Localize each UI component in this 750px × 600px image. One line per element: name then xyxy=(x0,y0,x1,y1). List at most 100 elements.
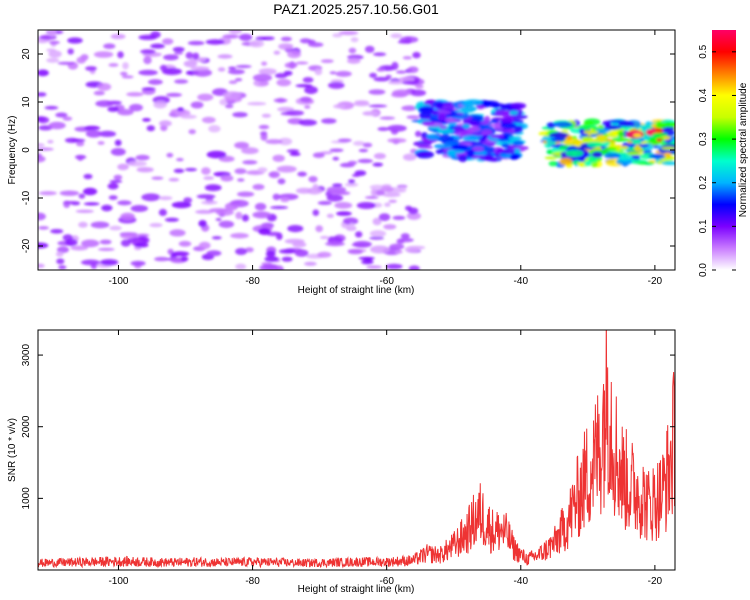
heatmap-cell xyxy=(99,239,112,245)
heatmap-cell xyxy=(336,211,352,216)
heatmap-cell xyxy=(81,259,100,266)
heatmap-cell xyxy=(509,110,519,115)
heatmap-cell xyxy=(299,96,312,103)
heatmap-cell xyxy=(150,43,165,49)
heatmap-cell xyxy=(388,199,397,203)
heatmap-cell xyxy=(380,186,394,192)
heatmap-cell xyxy=(317,201,332,205)
heatmap-cell xyxy=(162,38,174,45)
heatmap-cell xyxy=(114,139,122,146)
heatmap-cell xyxy=(138,69,158,76)
heatmap-cell xyxy=(504,147,516,155)
heatmap-cell xyxy=(553,121,573,128)
snr-series-line xyxy=(38,330,675,569)
heatmap-cell xyxy=(234,141,250,149)
snr-background xyxy=(38,330,675,570)
colorbar-tick-label: 0.3 xyxy=(698,132,709,146)
heatmap-cell xyxy=(329,148,344,153)
heatmap-cell xyxy=(478,155,494,161)
heatmap-cell xyxy=(312,209,320,216)
heatmap-cell xyxy=(98,247,115,251)
heatmap-cell xyxy=(280,197,290,203)
heatmap-cell xyxy=(117,200,132,206)
heatmap-cell xyxy=(278,249,297,254)
heatmap-cell xyxy=(276,165,297,173)
heatmap-cell xyxy=(265,250,276,258)
heatmap-cell xyxy=(67,37,83,44)
heatmap-cell xyxy=(401,105,418,111)
heatmap-cell xyxy=(559,157,573,166)
heatmap-cell xyxy=(140,49,156,54)
heatmap-cell xyxy=(272,154,285,162)
spectrogram-x-tick-label: -80 xyxy=(245,276,260,287)
heatmap-cell xyxy=(143,56,152,65)
heatmap-cell xyxy=(108,63,119,67)
colorbar-label: Normalized spectral amplitude xyxy=(738,82,749,217)
heatmap-cell xyxy=(558,145,568,150)
heatmap-cell xyxy=(415,152,434,156)
spectrogram-y-tick-label: 10 xyxy=(21,96,32,108)
heatmap-cell xyxy=(57,246,69,253)
heatmap-cell xyxy=(38,92,47,97)
heatmap-cell xyxy=(185,52,194,59)
heatmap-cell xyxy=(235,78,243,82)
heatmap-cell xyxy=(350,37,359,43)
heatmap-cell xyxy=(198,241,211,250)
heatmap-cell xyxy=(334,202,353,209)
heatmap-cell xyxy=(76,56,86,64)
heatmap-cell xyxy=(356,202,376,209)
heatmap-cell xyxy=(595,128,611,134)
snr-x-label: Height of straight line (km) xyxy=(298,584,415,595)
heatmap-cell xyxy=(343,217,359,225)
heatmap-cell xyxy=(230,200,242,205)
spectrogram-y-axis: 20 10 0 -10 -20 xyxy=(21,48,675,253)
heatmap-cell xyxy=(148,79,163,85)
heatmap-cell xyxy=(385,263,403,270)
heatmap-cell xyxy=(206,250,222,257)
heatmap-cell xyxy=(601,141,611,147)
heatmap-cell xyxy=(294,249,309,257)
heatmap-cell xyxy=(352,240,372,248)
heatmap-cell xyxy=(261,36,275,41)
snr-x-tick-label: -60 xyxy=(379,576,394,587)
heatmap-cell xyxy=(171,201,192,209)
heatmap-cell xyxy=(97,141,105,145)
heatmap-cell xyxy=(48,50,62,58)
heatmap-cell xyxy=(405,205,412,211)
snr-x-axis: -100 -80 -60 -40 -20 xyxy=(108,330,663,587)
spectrogram-y-label: Frequency (Hz) xyxy=(7,116,18,185)
heatmap-cell xyxy=(62,116,73,121)
heatmap-cell xyxy=(390,128,399,135)
heatmap-cell xyxy=(166,92,182,97)
heatmap-cell xyxy=(398,76,415,83)
heatmap-cell xyxy=(406,212,421,220)
heatmap-cell xyxy=(508,136,518,141)
heatmap-cell xyxy=(308,42,324,48)
heatmap-cell xyxy=(344,182,359,187)
heatmap-cell xyxy=(38,155,46,163)
heatmap-cell xyxy=(65,238,78,247)
spectrogram-x-axis: -100 -80 -60 -40 -20 xyxy=(108,30,663,287)
heatmap-cell xyxy=(183,60,198,68)
heatmap-cell xyxy=(480,121,489,125)
heatmap-cell xyxy=(219,98,228,106)
heatmap-cell xyxy=(141,193,161,202)
heatmap-cell xyxy=(362,142,373,148)
heatmap-cell xyxy=(166,152,174,158)
heatmap-cell xyxy=(351,173,361,177)
heatmap-cell xyxy=(587,156,597,163)
heatmap-cell xyxy=(225,104,234,109)
heatmap-cell xyxy=(258,81,269,86)
heatmap-cell xyxy=(127,160,147,167)
heatmap-cell xyxy=(107,182,119,190)
heatmap-cell xyxy=(390,33,403,39)
spectrogram-x-tick-label: -60 xyxy=(379,276,394,287)
heatmap-cell xyxy=(227,69,245,75)
heatmap-cell xyxy=(162,68,182,75)
heatmap-cell xyxy=(201,167,211,175)
heatmap-cell xyxy=(203,176,215,180)
heatmap-cell xyxy=(369,230,387,238)
heatmap-cell xyxy=(38,242,49,249)
heatmap-cell xyxy=(258,124,270,130)
